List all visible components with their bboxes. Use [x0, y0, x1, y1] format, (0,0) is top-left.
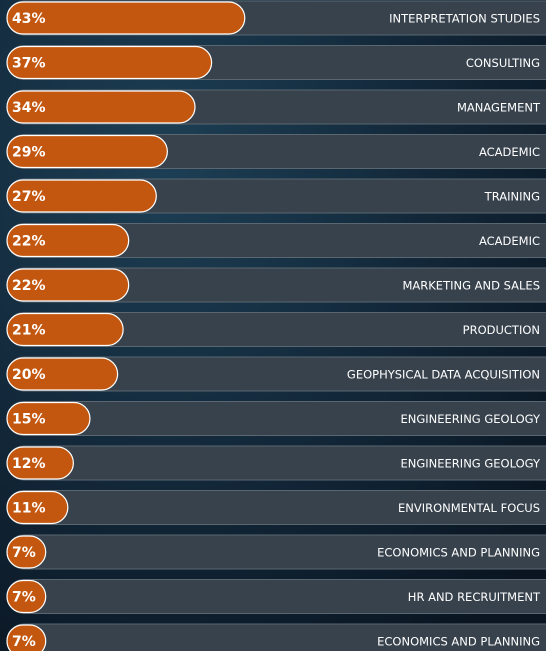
- value-label: 22%: [12, 278, 46, 294]
- value-label: 12%: [12, 456, 46, 472]
- bar: [6, 490, 69, 525]
- category-label: GEOPHYSICAL DATA ACQUISITION: [347, 368, 540, 382]
- category-label: PRODUCTION: [463, 323, 540, 337]
- value-label: 7%: [12, 590, 36, 606]
- value-label: 34%: [12, 100, 46, 116]
- value-label: 20%: [12, 367, 46, 383]
- bar: [6, 179, 157, 213]
- bar: [6, 1, 246, 35]
- bar: [6, 45, 213, 80]
- category-label: MANAGEMENT: [457, 101, 541, 115]
- category-label: ECONOMICS AND PLANNING: [377, 546, 540, 560]
- value-label: 22%: [12, 234, 46, 250]
- category-label: TRAINING: [484, 190, 540, 204]
- bar: [6, 134, 168, 169]
- bar: [6, 624, 47, 651]
- bar: [6, 535, 47, 569]
- value-label: 7%: [12, 545, 36, 561]
- bar: [6, 579, 47, 614]
- bar: [6, 312, 124, 347]
- category-label: ACADEMIC: [479, 145, 540, 159]
- bar: [6, 90, 196, 124]
- category-label: ENGINEERING GEOLOGY: [401, 457, 541, 471]
- value-label: 37%: [12, 56, 46, 72]
- value-label: 7%: [12, 634, 36, 650]
- value-label: 43%: [12, 11, 46, 27]
- category-label: INTERPRETATION STUDIES: [389, 12, 540, 26]
- category-label: ENVIRONMENTAL FOCUS: [398, 501, 540, 515]
- bar: [6, 401, 91, 436]
- value-label: 29%: [12, 145, 46, 161]
- value-label: 21%: [12, 323, 46, 339]
- value-label: 11%: [12, 501, 46, 517]
- category-label: CONSULTING: [466, 56, 540, 70]
- bar: [6, 357, 119, 391]
- category-label: HR AND RECRUITMENT: [408, 590, 541, 604]
- value-label: 15%: [12, 412, 46, 428]
- category-label: ENGINEERING GEOLOGY: [401, 412, 541, 426]
- value-label: 27%: [12, 189, 46, 205]
- bar: [6, 446, 74, 480]
- category-label: ECONOMICS AND PLANNING: [377, 635, 540, 649]
- category-label: MARKETING AND SALES: [402, 279, 540, 293]
- bar: [6, 268, 130, 302]
- bar: [6, 223, 130, 258]
- category-label: ACADEMIC: [479, 234, 540, 248]
